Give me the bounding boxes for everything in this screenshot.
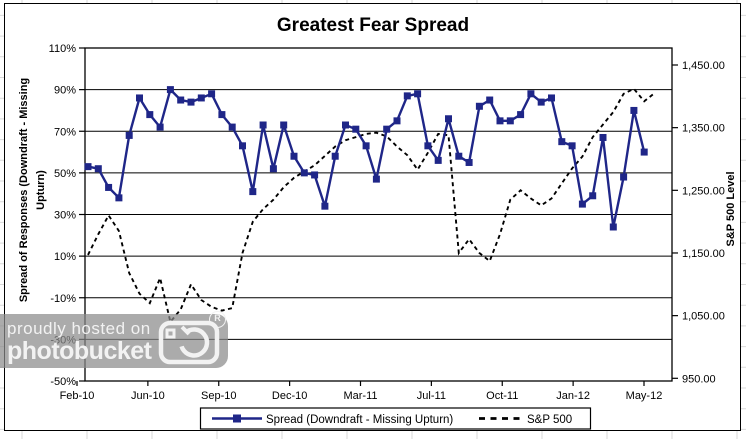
spread-series-marker bbox=[609, 223, 617, 231]
spread-series-marker bbox=[321, 202, 329, 210]
spread-series-marker bbox=[496, 117, 504, 125]
x-tick-label: May-12 bbox=[626, 390, 663, 402]
y-left-tick-label: 90% bbox=[54, 85, 76, 97]
spread-series-marker bbox=[383, 125, 391, 133]
spread-series-marker bbox=[445, 115, 452, 123]
spread-series-marker bbox=[239, 142, 246, 150]
spread-series-marker bbox=[599, 133, 607, 141]
y-right-tick-label: 1,350.00 bbox=[682, 123, 725, 135]
spread-series-marker bbox=[630, 106, 638, 114]
legend-sp500-label: S&P 500 bbox=[527, 414, 572, 426]
y-left-axis-title-line2: Upturn) bbox=[35, 170, 47, 210]
spread-series-marker bbox=[177, 96, 185, 104]
spread-series-marker bbox=[342, 121, 349, 129]
spread-series-marker bbox=[146, 111, 154, 119]
spread-series-marker bbox=[300, 169, 308, 177]
y-right-tick-label: 1,050.00 bbox=[682, 311, 725, 323]
legend-border bbox=[199, 407, 592, 430]
spread-series-marker bbox=[94, 165, 102, 173]
y-left-tick-label: -50% bbox=[50, 376, 76, 388]
sp500-series-line bbox=[87, 87, 656, 324]
spread-series-marker bbox=[290, 152, 298, 160]
spread-series-marker bbox=[105, 183, 113, 191]
spread-series-marker bbox=[197, 94, 205, 102]
spread-series-marker bbox=[434, 156, 442, 164]
spread-series-marker bbox=[548, 94, 555, 102]
y-left-tick-label: 50% bbox=[54, 168, 76, 180]
y-right-axis-title: S&P 500 Level bbox=[725, 171, 737, 246]
spread-series-marker bbox=[331, 152, 339, 160]
spread-series-marker bbox=[187, 98, 195, 106]
spread-series-marker bbox=[249, 188, 257, 196]
spread-series-marker bbox=[372, 175, 380, 183]
legend-spread-marker-sample bbox=[233, 414, 241, 423]
y-right-tick-label: 1,250.00 bbox=[682, 185, 725, 197]
spread-series-marker bbox=[280, 121, 288, 129]
spread-series-marker bbox=[352, 125, 360, 133]
x-tick-label: Jul-11 bbox=[417, 390, 446, 402]
spread-series-marker bbox=[403, 92, 411, 100]
spread-series-marker bbox=[589, 192, 597, 200]
spread-series-marker bbox=[269, 165, 277, 173]
spread-series-marker bbox=[228, 123, 236, 131]
photobucket-watermark[interactable]: proudly hosted on photobucket R bbox=[0, 311, 229, 368]
spread-series-marker bbox=[640, 148, 648, 156]
y-right-tick-label: 1,450.00 bbox=[682, 60, 725, 72]
spread-series-marker bbox=[465, 158, 473, 166]
x-tick-label: Sep-10 bbox=[201, 390, 236, 402]
spread-series-marker bbox=[506, 117, 514, 125]
y-left-tick-label: 110% bbox=[49, 43, 77, 55]
x-tick-label: Mar-11 bbox=[343, 390, 377, 402]
spread-series-marker bbox=[362, 142, 370, 150]
spread-series-marker bbox=[115, 194, 123, 202]
spread-series-marker bbox=[414, 90, 422, 98]
spread-series-marker bbox=[537, 98, 545, 106]
x-tick-label: Oct-11 bbox=[486, 390, 518, 402]
y-left-tick-label: 30% bbox=[54, 210, 76, 222]
spread-series-line bbox=[87, 88, 646, 229]
x-tick-label: Jan-12 bbox=[556, 390, 590, 402]
spread-series-marker bbox=[455, 152, 463, 160]
legend-spread-label: Spread (Downdraft - Missing Upturn) bbox=[266, 414, 453, 426]
spread-series-marker bbox=[311, 171, 319, 179]
x-tick-label: Feb-10 bbox=[60, 390, 95, 402]
spread-series-marker bbox=[259, 121, 267, 129]
spread-series-marker bbox=[558, 138, 566, 146]
spread-series-marker bbox=[568, 142, 576, 150]
y-right-tick-label: 1,150.00 bbox=[682, 248, 725, 260]
spread-series-marker bbox=[578, 200, 586, 208]
x-tick-label: Jun-10 bbox=[131, 390, 165, 402]
watermark-tagline: proudly hosted on bbox=[7, 319, 151, 338]
photobucket-camera-icon: R bbox=[158, 311, 229, 367]
spread-series-marker bbox=[517, 111, 525, 119]
spread-series-marker bbox=[424, 142, 432, 150]
y-left-tick-label: 70% bbox=[54, 126, 76, 138]
legend: Spread (Downdraft - Missing Upturn) S&P … bbox=[199, 407, 592, 430]
spread-series-marker bbox=[393, 117, 401, 125]
spread-series-marker bbox=[218, 111, 226, 119]
spread-series-marker bbox=[84, 163, 92, 171]
spread-series-marker bbox=[475, 102, 483, 110]
spread-series-marker bbox=[166, 86, 174, 94]
spread-series-marker bbox=[136, 94, 143, 102]
y-left-tick-label: -10% bbox=[50, 293, 76, 305]
y-left-axis-title-line1: Spread of Responses (Downdraft - Missing bbox=[18, 78, 30, 302]
x-tick-label: Dec-10 bbox=[272, 390, 307, 402]
spread-series-marker bbox=[486, 96, 494, 104]
spread-series-marker bbox=[527, 90, 535, 98]
spread-series-marker bbox=[125, 131, 133, 139]
registered-trademark-icon: R bbox=[209, 311, 226, 328]
y-right-tick-label: 950.00 bbox=[682, 373, 716, 385]
spread-series-marker bbox=[620, 173, 628, 181]
spread-series-marker bbox=[208, 90, 216, 98]
chart-title: Greatest Fear Spread bbox=[277, 15, 469, 36]
photobucket-watermark-text: proudly hosted on photobucket bbox=[0, 318, 152, 364]
watermark-brand: photobucket bbox=[7, 337, 152, 365]
y-left-tick-label: 10% bbox=[54, 251, 76, 263]
spread-series-marker bbox=[156, 123, 164, 131]
